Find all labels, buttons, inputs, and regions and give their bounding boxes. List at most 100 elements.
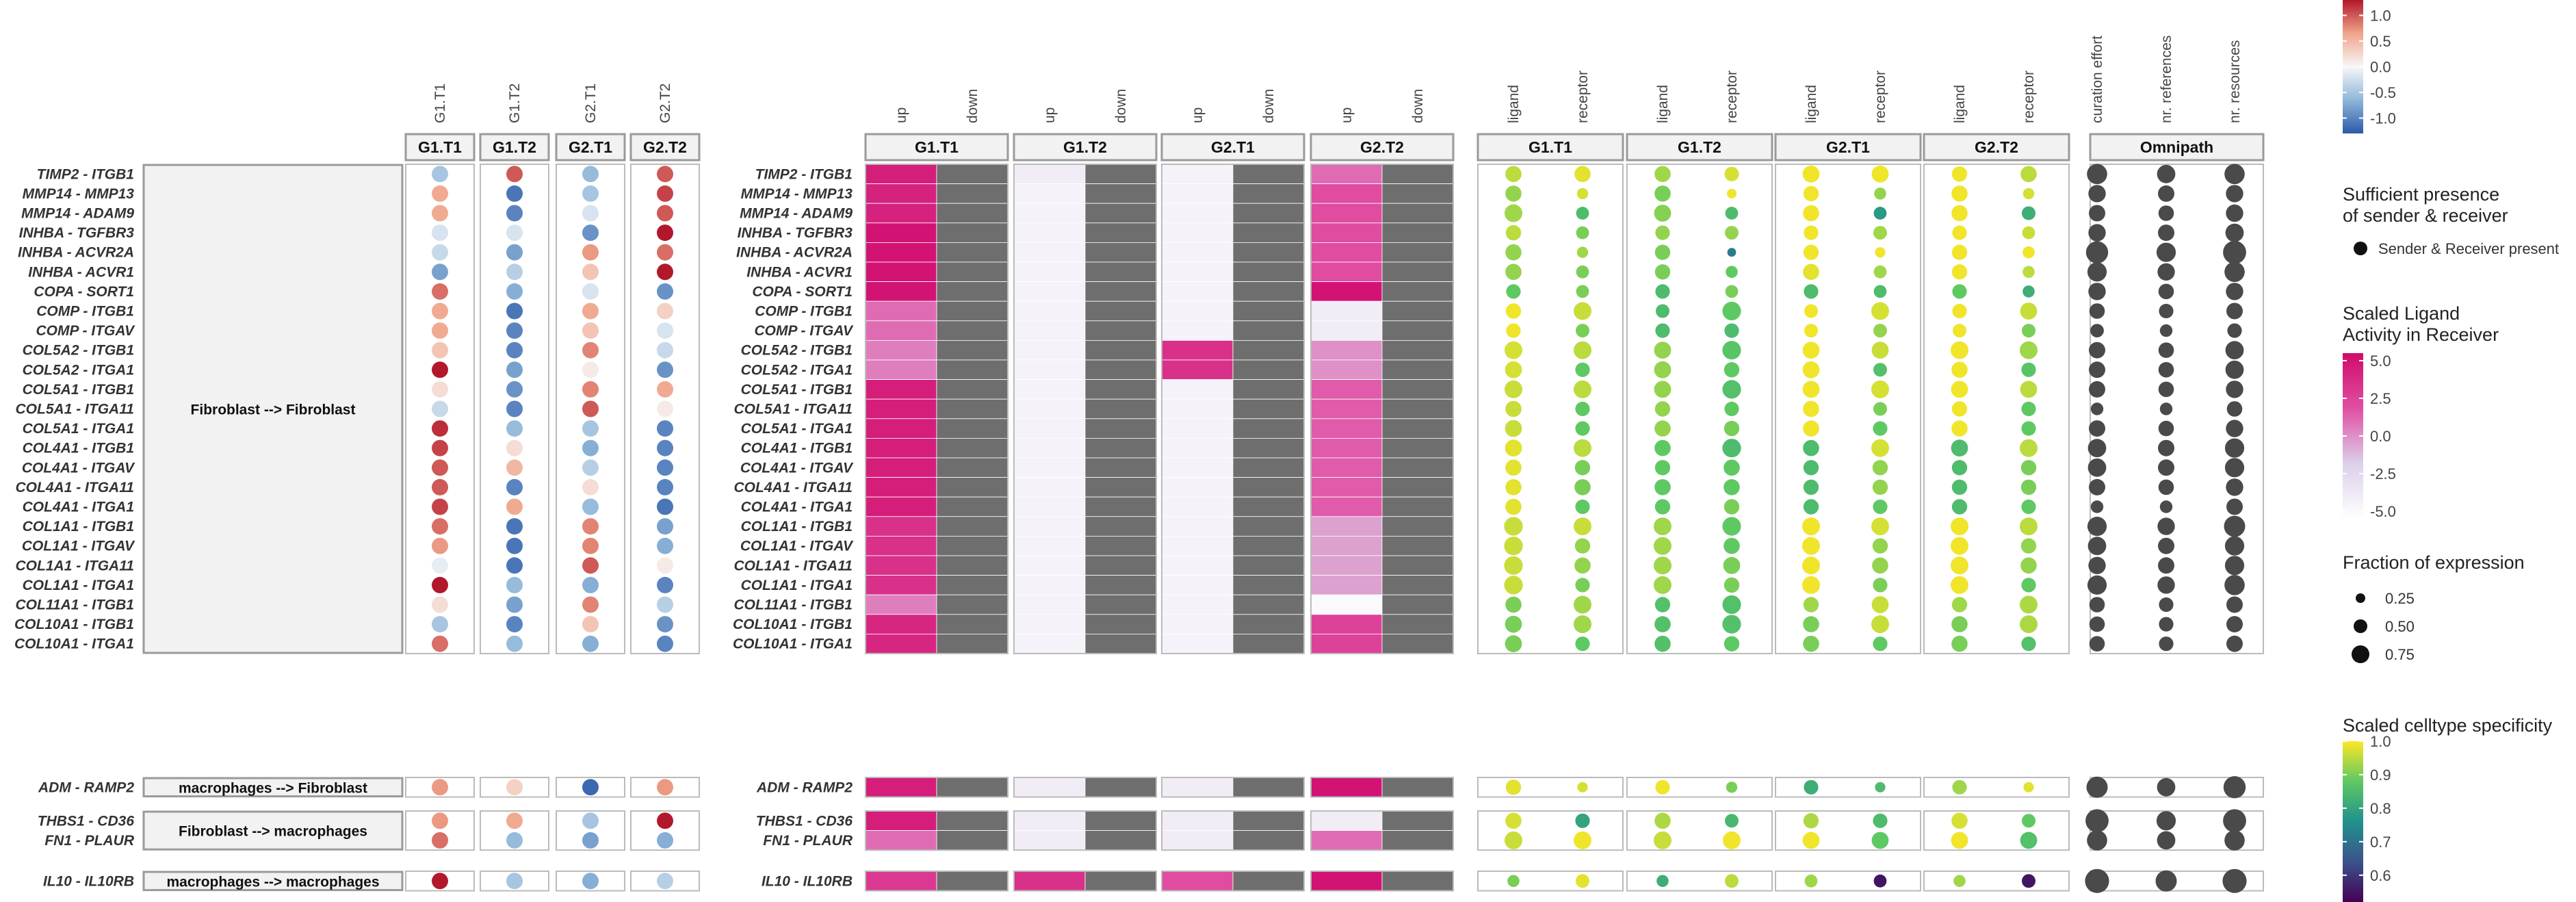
down-tile [1381,183,1454,204]
down-tile [1084,477,1157,498]
activity-dot [506,498,523,515]
row-label: IL10 - IL10RB [762,873,853,889]
prior-dot [2224,536,2245,556]
panel-box [556,871,625,892]
prior-dot [2226,185,2243,203]
ligand-dot [1802,342,1820,359]
row-label: ADM - RAMP2 [38,779,134,795]
activity-dot [506,342,523,359]
down-tile [1381,810,1454,832]
tick-label: 0.9 [2370,766,2391,784]
receptor-dot [1722,301,1741,321]
row-label: COPA - SORT1 [34,284,134,300]
receptor-dot [1575,578,1590,593]
prior-dot [2159,636,2174,652]
activity-dot [432,361,448,378]
ligand-dot [1505,779,1522,795]
activity-dot [657,381,673,398]
ligand-dot [1803,244,1819,260]
activity-dot [657,832,673,849]
receptor-dot [1577,782,1588,793]
panel-box [1923,810,2070,851]
up-tile [1310,871,1383,892]
receptor-dot [2022,814,2035,828]
up-tile [865,830,937,851]
activity-dot [432,873,448,890]
prior-dot [2089,303,2105,319]
down-tile [1232,555,1305,576]
activity-dot [432,420,448,437]
up-tile [1310,398,1383,420]
ligand-dot [1654,616,1671,632]
ligand-dot [1654,205,1671,222]
receptor-dot [1576,285,1589,298]
prior-dot [2089,342,2105,359]
strip-label: G2.T1 [1826,138,1870,156]
panel-box [1626,777,1773,798]
receptor-dot [1871,517,1889,536]
up-tile [865,810,937,832]
row-label: COL5A2 - ITGB1 [23,343,134,359]
down-tile [1232,398,1305,420]
up-tile [865,457,937,478]
up-tile [1161,164,1234,185]
receptor-dot [1723,537,1740,554]
panel-box [480,871,549,892]
strip-box [479,133,550,162]
ligand-dot [1802,832,1820,849]
down-tile [1381,555,1454,576]
up-tile [1161,320,1234,341]
row-label: INHBA - ACVR2A [736,245,853,261]
receptor-dot [1575,813,1590,828]
panel-box [1775,810,1921,851]
prior-dot [2085,868,2109,893]
receptor-dot [1873,226,1887,240]
activity-dot [432,205,448,222]
tick-label: 0.5 [2370,33,2391,50]
ligand-dot [1803,635,1819,652]
up-tile [1013,575,1086,595]
up-tile [1161,359,1234,381]
ligand-dot [1803,420,1819,437]
receptor-dot [2023,782,2034,793]
prior-dot [2089,478,2105,495]
prior-dot [2159,500,2173,513]
activity-dot [506,873,523,890]
down-tile [1084,496,1157,517]
legend-title: Scaled celltype specificity [2343,715,2553,736]
ligand-dot [1655,284,1670,299]
receptor-dot [1722,341,1741,360]
group-labels: Fibroblast --> Fibroblast macrophages -->… [142,164,404,892]
ligand-dot [1951,185,1968,202]
prior-dot [2089,361,2105,378]
down-tile [1084,594,1157,615]
down-tile [1381,536,1454,556]
down-tile [1232,830,1305,851]
prior-dot [2226,283,2243,300]
row-label: COL5A1 - ITGA11 [16,402,134,417]
receptor-dot [1723,831,1741,849]
legend-dot [2354,242,2367,255]
activity-dot [506,459,523,476]
activity-dot [582,596,599,613]
up-tile [1310,300,1383,322]
receptor-dot [1723,362,1740,378]
down-tile [1232,536,1305,556]
activity-dot [432,322,448,339]
activity-dot [657,518,673,535]
activity-dot [432,302,448,320]
up-tile [1310,536,1383,556]
receptor-dot [2020,302,2038,320]
panel-box [1310,810,1454,851]
activity-dot [582,205,599,222]
ligand-dot [1802,537,1820,555]
ligand-dot [1804,225,1819,240]
activity-dot [657,205,673,222]
ligand-dot [1952,225,1967,240]
up-tile [1013,222,1086,243]
down-tile [1381,871,1454,892]
receptor-dot [1871,165,1889,183]
up-tile [1310,575,1383,595]
